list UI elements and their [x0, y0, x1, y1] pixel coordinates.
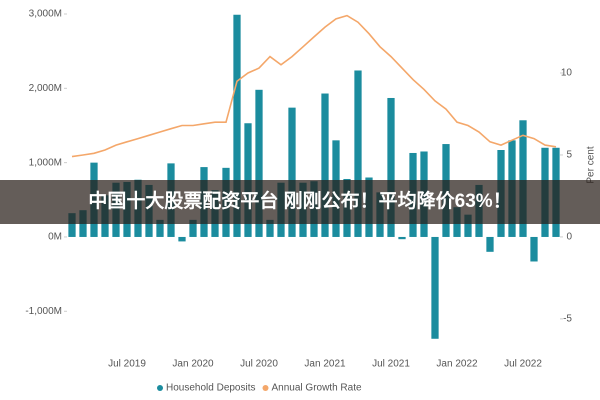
bar [530, 236, 538, 262]
bar [178, 236, 186, 242]
banner-text: 中国十大股票配资平台 刚刚公布！平均降价63%！ [88, 189, 511, 212]
bar [266, 219, 274, 237]
bar [431, 236, 439, 339]
y-tick-label: -1,000M [25, 306, 62, 317]
bar [233, 14, 241, 237]
bar [486, 236, 494, 252]
bar [321, 93, 329, 237]
legend-label: Household Deposits [166, 383, 256, 394]
banner [0, 180, 600, 224]
bar [255, 89, 263, 237]
x-tick-label: Jul 2020 [240, 359, 278, 370]
bar [68, 213, 76, 237]
bar [387, 97, 395, 237]
y-tick-label: 1,000M [29, 157, 62, 168]
legend-marker [157, 385, 163, 391]
y-tick-label: 3,000M [29, 9, 62, 20]
bar [398, 236, 406, 240]
y2-tick-label: 10 [561, 68, 573, 79]
y2-tick-label: 0 [566, 232, 572, 243]
bar [354, 70, 362, 237]
x-tick-label: Jan 2020 [172, 359, 214, 370]
line [71, 14, 557, 158]
y2-tick-label: -5 [563, 314, 572, 325]
y2-axis-label: Per cent [586, 146, 597, 183]
x-tick-label: Jan 2022 [436, 359, 478, 370]
y2-tick-label: 5 [566, 150, 572, 161]
y-tick-label: 2,000M [29, 83, 62, 94]
bar [288, 107, 296, 237]
x-tick-label: Jul 2019 [108, 359, 146, 370]
bar [464, 214, 472, 237]
x-tick-label: Jan 2021 [304, 359, 346, 370]
bar [189, 219, 197, 237]
bar [519, 120, 527, 237]
x-tick-label: Jul 2021 [372, 359, 410, 370]
legend-label: Annual Growth Rate [272, 383, 362, 394]
legend-marker [262, 385, 269, 391]
y-tick-label: 0M [48, 232, 62, 243]
bar [156, 219, 164, 237]
x-tick-label: Jul 2022 [504, 359, 542, 370]
